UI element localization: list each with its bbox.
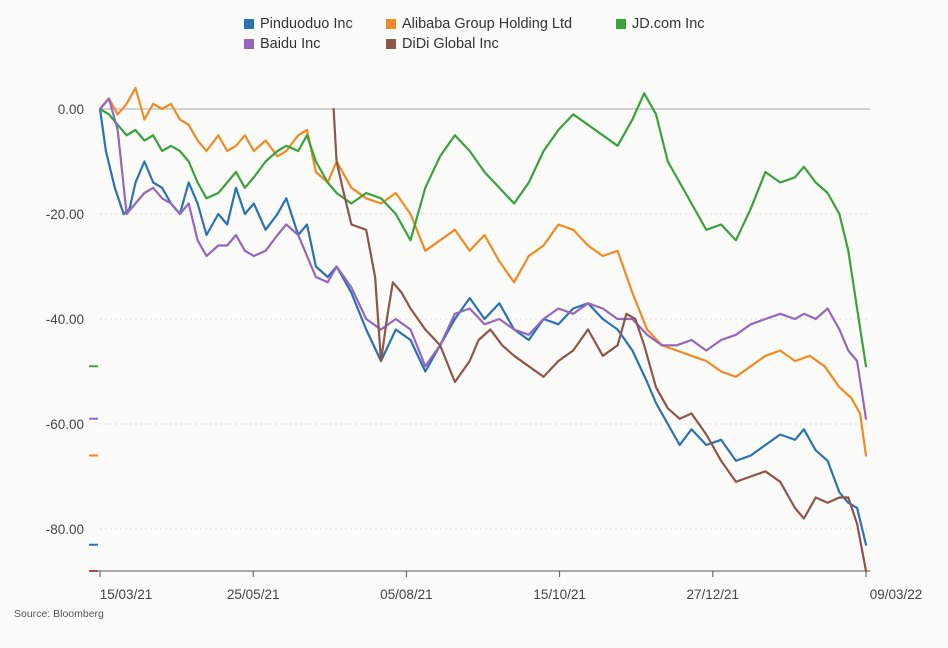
legend-swatch-baidu [244,39,254,49]
legend-swatch-alibaba [386,19,396,29]
x-axis-ticks: 15/03/21 25/05/21 05/08/21 15/10/21 27/12/21… [92,570,923,602]
legend-swatch-didi [386,39,396,49]
legend-swatch-jd [616,19,626,29]
series-line-1 [98,86,868,457]
series-line-4 [332,107,868,573]
x-tick-label: 15/10/21 [533,587,586,602]
y-tick-label: 0.00 [58,102,84,117]
legend-label-pinduoduo: Pinduoduo Inc [260,16,353,32]
y-axis-ticks: 0.00 -20.00 -40.00 -60.00 -80.00 [46,102,84,537]
legend-label-alibaba: Alibaba Group Holding Ltd [402,16,573,32]
x-tick-label: 05/08/21 [380,587,433,602]
legend-label-baidu: Baidu Inc [260,36,321,52]
legend: Pinduoduo Inc Alibaba Group Holding Ltd … [0,14,948,58]
source-note: Source: Bloomberg [14,608,104,620]
legend-item-didi: DiDi Global Inc [386,36,499,52]
series-line-2 [98,92,868,368]
y-tick-label: -80.00 [46,522,84,537]
series-line-0 [98,107,868,546]
y-tick-label: -40.00 [46,312,84,327]
legend-label-jd: JD.com Inc [632,16,705,32]
x-tick-label: 15/03/21 [100,587,153,602]
series-line-3 [98,97,868,420]
x-tick-label: 25/05/21 [227,587,280,602]
legend-item-pinduoduo: Pinduoduo Inc [244,16,353,32]
legend-item-jd: JD.com Inc [616,16,705,32]
y-tick-label: -60.00 [46,417,84,432]
y-tick-label: -20.00 [46,207,84,222]
series-lines [98,86,868,573]
legend-label-didi: DiDi Global Inc [402,36,499,52]
legend-swatch-pinduoduo [244,19,254,29]
legend-item-alibaba: Alibaba Group Holding Ltd [386,16,572,32]
end-value-markers [89,365,98,572]
x-tick-label: 27/12/21 [687,587,740,602]
x-tick-label: 09/03/22 [870,587,923,602]
legend-item-baidu: Baidu Inc [244,36,320,52]
